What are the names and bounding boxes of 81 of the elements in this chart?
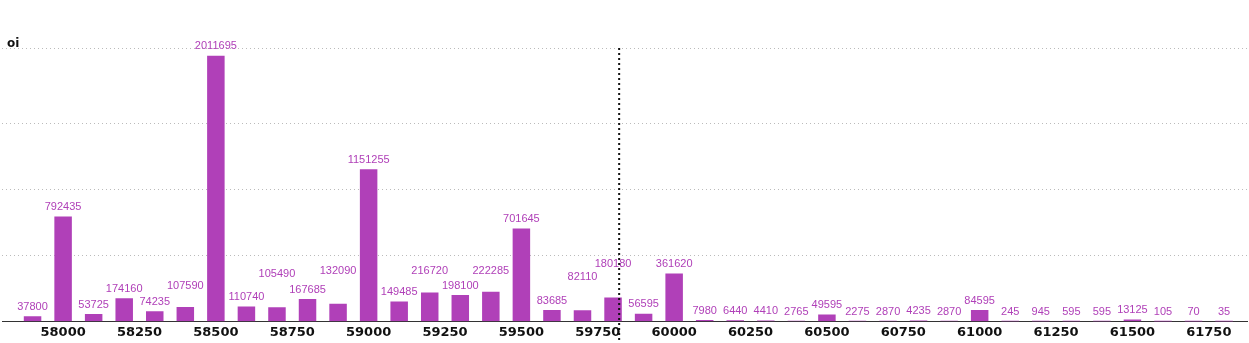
data-label: 361620 [655,257,693,270]
data-label: 105 [1153,304,1173,317]
bar [115,298,133,322]
data-label: 70 [1187,304,1200,317]
data-label: 7980 [692,303,717,316]
data-label: 2765 [784,304,809,317]
bar [512,228,531,322]
data-label: 222285 [472,263,510,276]
data-label: 132090 [319,263,357,276]
data-label: 83685 [536,293,568,306]
data-label: 105490 [258,267,296,280]
data-label: 945 [1031,304,1050,317]
bar [390,301,408,322]
data-label: 595 [1092,304,1112,317]
data-label: 701645 [503,212,540,225]
data-label: 1151255 [347,153,390,166]
data-label: 6440 [723,304,748,317]
x-tick-label: 59750 [575,323,621,339]
x-tick-label: 58750 [269,323,315,339]
bar [146,311,164,322]
data-label: 198100 [441,278,479,291]
data-label: 53725 [78,297,109,310]
bar [268,307,286,322]
x-tick-label: 59500 [498,323,544,339]
bar [451,295,470,322]
data-label: 2870 [875,304,901,317]
bar [482,291,500,322]
x-tick-label: 58000 [40,323,86,339]
data-label: 149485 [380,285,418,298]
data-label: 110740 [228,290,265,303]
bar [818,314,836,322]
data-label: 4410 [753,304,779,317]
data-label: 245 [1001,304,1020,317]
data-label: 13125 [1117,303,1148,316]
data-label: 2275 [845,304,870,317]
bar [970,309,989,322]
bar [54,216,72,322]
data-label: 84595 [964,293,995,306]
data-label: 595 [1062,304,1081,317]
data-label: 107590 [166,278,204,291]
x-tick-label: 59250 [422,323,468,339]
data-label: 82110 [567,270,598,283]
data-label: 2011695 [194,39,237,52]
bar [84,314,103,322]
bar [359,169,378,322]
data-label: 74235 [139,295,171,308]
x-tick-label: 60000 [651,323,697,339]
x-tick-label: 59000 [346,323,392,339]
bar [176,306,195,322]
x-tick-label: 61500 [1109,323,1156,339]
bar [207,55,225,322]
data-label: 174160 [105,281,143,294]
data-label: 216720 [411,264,449,277]
y-axis-title: oi [7,36,20,50]
data-label: 2870 [936,304,962,317]
bar [604,297,622,322]
bar [543,310,561,322]
data-label: 4235 [906,304,931,317]
data-label: 792435 [44,200,82,213]
x-tick-label: 61750 [1186,323,1232,339]
bar [573,310,592,322]
data-label: 180180 [594,257,632,270]
bar [665,273,683,322]
data-label: 167685 [289,282,326,295]
bar [23,316,42,322]
x-tick-label: 60500 [804,323,850,339]
x-tick-label: 60250 [727,323,774,339]
data-label: 56595 [628,297,659,310]
x-tick-label: 61250 [1033,323,1079,339]
x-tick-label: 58500 [193,323,239,339]
x-tick-label: 58250 [116,323,163,339]
x-tick-label: 60750 [880,323,926,339]
bar [634,313,653,322]
x-tick-label: 61000 [957,323,1003,339]
data-label: 37800 [17,299,48,312]
data-label: 49595 [811,298,843,311]
bar [329,303,347,322]
data-label: 35 [1217,304,1231,317]
bar [298,299,317,322]
bar [420,292,439,322]
bar [237,306,256,322]
